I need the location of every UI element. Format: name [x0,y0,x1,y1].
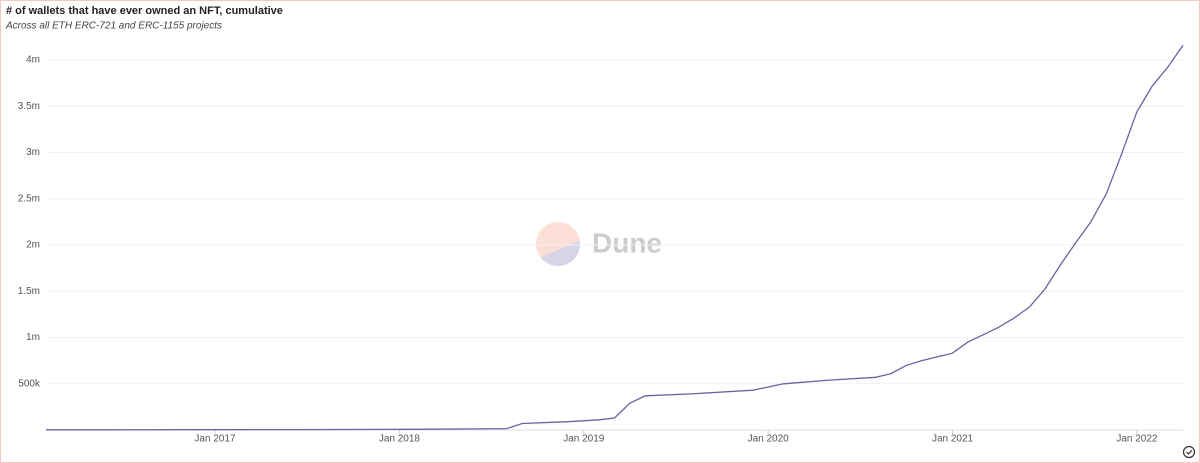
y-tick-label: 500k [18,378,41,389]
y-tick-label: 2m [26,240,40,251]
y-tick-label: 1m [26,332,40,343]
x-tick-label: Jan 2018 [379,434,421,445]
chart-title: # of wallets that have ever owned an NFT… [6,5,283,17]
x-tick-label: Jan 2019 [563,434,605,445]
check-icon [1182,445,1196,459]
y-tick-label: 1.5m [18,286,40,297]
watermark-text: Dune [592,227,662,258]
x-tick-label: Jan 2021 [932,434,974,445]
y-tick-label: 3.5m [18,101,40,112]
x-tick-label: Jan 2017 [194,434,236,445]
x-tick-label: Jan 2022 [1116,434,1158,445]
y-tick-label: 3m [26,147,40,158]
line [46,44,1184,431]
x-tick-label: Jan 2020 [748,434,790,445]
y-tick-label: 2.5m [18,193,40,204]
y-tick-label: 4m [26,55,40,66]
chart-subtitle: Across all ETH ERC-721 and ERC-1155 proj… [5,21,222,32]
